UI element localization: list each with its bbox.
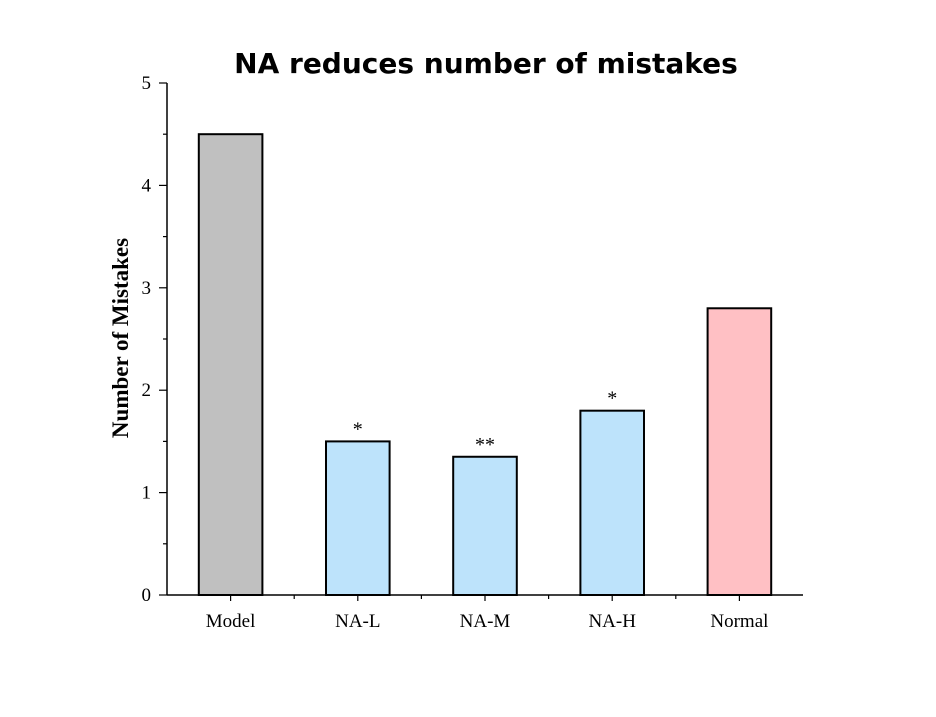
y-tick-label: 1 xyxy=(142,483,152,504)
chart-title: NA reduces number of mistakes xyxy=(234,47,738,80)
bar-na-l xyxy=(325,440,391,596)
x-tick-label: Model xyxy=(206,611,256,632)
significance-label: * xyxy=(607,388,617,410)
x-axis: Model NA-L NA-M NA-H Normal xyxy=(206,595,768,632)
bar-na-h xyxy=(579,409,646,596)
y-tick-label: 5 xyxy=(142,73,152,94)
y-axis-title: Number of Mistakes xyxy=(108,238,133,438)
bar-series: **** xyxy=(197,133,773,597)
y-tick-label: 3 xyxy=(142,278,152,299)
x-tick-label: NA-M xyxy=(460,611,511,632)
y-tick-label: 0 xyxy=(142,585,152,606)
y-axis: 0 1 2 3 4 5 xyxy=(142,73,167,606)
significance-label: * xyxy=(353,418,363,440)
bar-model xyxy=(197,133,264,596)
bar-na-m xyxy=(452,455,518,597)
y-tick-label: 4 xyxy=(142,175,152,196)
significance-label: ** xyxy=(475,434,495,456)
y-tick-label: 2 xyxy=(142,380,152,401)
x-tick-label: NA-L xyxy=(335,611,380,632)
bar-normal xyxy=(706,307,773,596)
x-tick-label: Normal xyxy=(710,611,768,632)
x-tick-label: NA-H xyxy=(588,611,636,632)
